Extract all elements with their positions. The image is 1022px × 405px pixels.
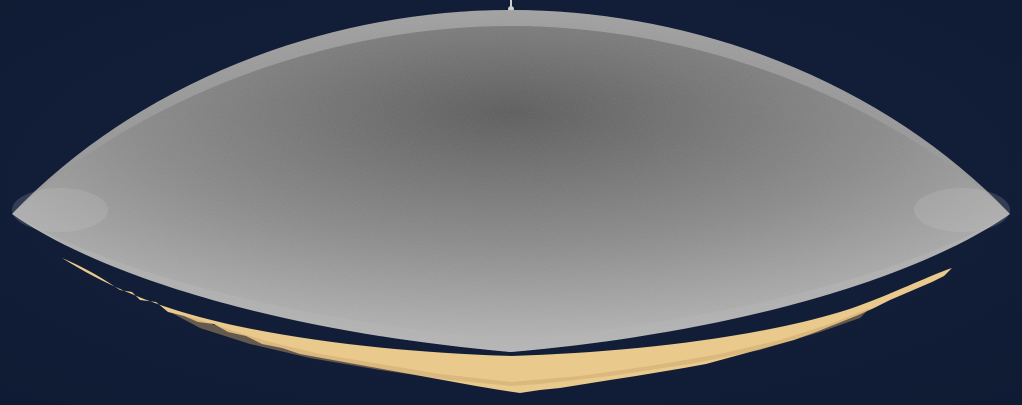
left-tip-sheen: [12, 188, 108, 232]
right-tip-sheen: [914, 188, 1010, 232]
gold-leaf-edge: [62, 258, 952, 393]
